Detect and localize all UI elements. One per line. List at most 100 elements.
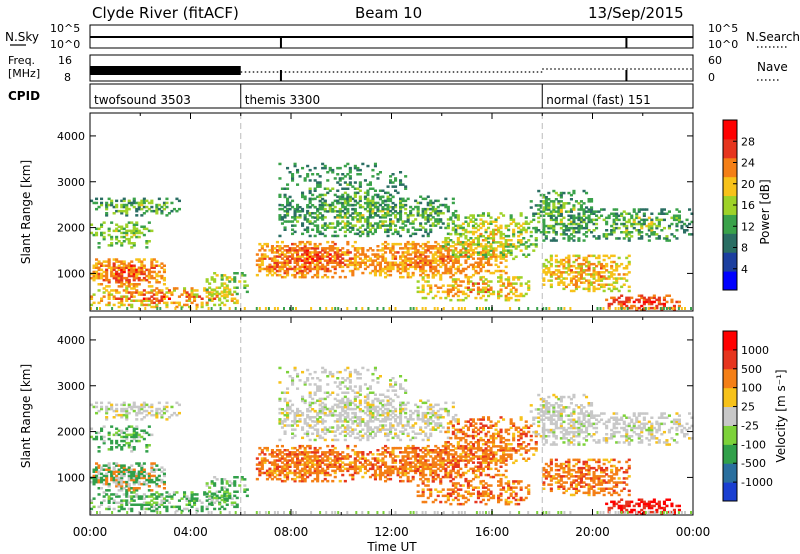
- power-cell: [617, 302, 621, 306]
- velocity-cell: [122, 407, 126, 411]
- power-cell: [449, 232, 453, 236]
- power-cell: [341, 226, 345, 229]
- power-cell: [441, 245, 445, 248]
- power-cell: [524, 220, 528, 223]
- power-cell: [587, 218, 591, 222]
- power-cell: [286, 245, 290, 248]
- velocity-cell: [341, 451, 345, 454]
- power-cell: [137, 205, 141, 209]
- velocity-cell: [341, 469, 345, 473]
- power-cell: [318, 175, 322, 178]
- power-cell: [512, 232, 516, 236]
- velocity-cell: [323, 463, 327, 466]
- velocity-cell: [162, 497, 166, 500]
- power-cell: [386, 195, 390, 198]
- velocity-cell: [135, 474, 139, 478]
- power-cell: [434, 265, 438, 269]
- power-cell: [690, 233, 694, 236]
- power-cell: [386, 224, 390, 227]
- power-cell: [235, 286, 239, 289]
- power-cell: [625, 296, 629, 300]
- velocity-cell: [260, 465, 264, 468]
- power-cell: [421, 288, 425, 291]
- power-cell: [389, 226, 393, 229]
- velocity-cell: [316, 432, 320, 435]
- power-cell: [625, 233, 629, 236]
- power-cell: [620, 231, 624, 234]
- velocity-cell: [316, 420, 320, 423]
- power-ground-cell: [276, 307, 279, 310]
- velocity-cell: [316, 471, 320, 475]
- velocity-cell: [117, 464, 121, 467]
- velocity-cell: [346, 446, 350, 450]
- velocity-cell: [275, 444, 279, 448]
- power-cell: [361, 230, 365, 234]
- power-ground-cell: [319, 307, 322, 310]
- velocity-cell: [95, 470, 99, 473]
- power-cell: [542, 214, 546, 217]
- power-cell: [484, 239, 488, 242]
- velocity-cell: [120, 446, 124, 449]
- power-cell: [102, 231, 106, 235]
- power-cell: [341, 247, 345, 250]
- power-cell: [147, 291, 151, 294]
- power-cell: [446, 247, 450, 250]
- power-cell: [647, 229, 651, 232]
- velocity-cell: [193, 503, 197, 506]
- power-cell: [303, 197, 307, 201]
- power-cell: [280, 267, 284, 271]
- power-cell: [396, 263, 400, 267]
- power-cell: [280, 222, 284, 225]
- power-cell: [283, 269, 287, 273]
- power-cell: [373, 253, 377, 256]
- power-cell: [414, 249, 418, 252]
- power-cell: [514, 255, 518, 258]
- power-cell: [318, 212, 322, 215]
- power-cell: [127, 207, 131, 211]
- power-cell: [346, 259, 350, 262]
- power-cell: [607, 256, 611, 260]
- power-cell: [446, 284, 450, 287]
- velocity-cell: [243, 490, 247, 493]
- power-cell: [499, 234, 503, 238]
- power-cell: [399, 206, 403, 209]
- velocity-cell: [150, 509, 154, 513]
- power-cell: [444, 269, 448, 273]
- velocity-cell: [296, 449, 300, 452]
- power-cell: [366, 216, 370, 219]
- power-cell: [323, 265, 327, 269]
- power-cell: [90, 295, 94, 298]
- power-cell: [346, 212, 350, 215]
- velocity-cell: [268, 475, 272, 479]
- velocity-cell: [110, 439, 114, 443]
- power-cell: [474, 265, 478, 269]
- power-cell: [559, 210, 563, 213]
- power-cell: [539, 200, 543, 203]
- power-cell: [323, 228, 327, 231]
- power-cell: [318, 199, 322, 203]
- power-cell: [100, 223, 104, 226]
- power-cell: [504, 259, 508, 262]
- velocity-cell: [115, 470, 119, 473]
- power-cell: [429, 201, 433, 205]
- velocity-cell: [125, 441, 129, 445]
- power-cell: [273, 267, 277, 271]
- power-cell: [416, 263, 420, 267]
- power-cell: [268, 263, 272, 267]
- power-cell: [368, 199, 372, 203]
- power-cell: [426, 292, 430, 296]
- power-cell: [132, 205, 136, 209]
- power-cell: [351, 228, 355, 231]
- power-cell: [582, 262, 586, 266]
- power-cell: [150, 201, 154, 205]
- velocity-cell: [280, 451, 284, 454]
- power-cell: [476, 234, 480, 238]
- velocity-cell: [115, 409, 119, 413]
- power-cell: [409, 247, 413, 250]
- velocity-cell: [280, 422, 284, 425]
- power-cell: [436, 255, 440, 258]
- power-cell: [610, 212, 614, 215]
- power-cell: [286, 197, 290, 201]
- power-cell: [446, 232, 450, 236]
- power-colorbar-label: Power [dB]: [758, 179, 772, 244]
